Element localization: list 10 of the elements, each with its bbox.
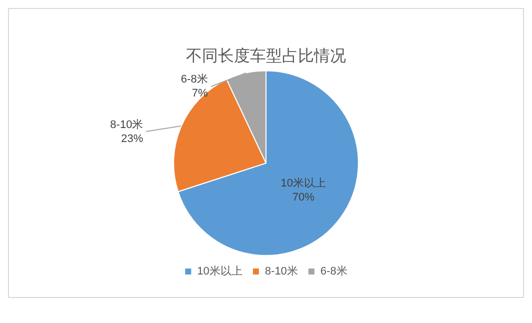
data-label: 23% bbox=[121, 132, 144, 145]
chart-title: 不同长度车型占比情况 bbox=[186, 47, 346, 66]
slice-label: 8-10米 bbox=[110, 118, 144, 131]
legend-label: 10米以上 bbox=[197, 264, 242, 278]
data-label: 70% bbox=[292, 191, 315, 204]
slice-label: 10米以上 bbox=[280, 176, 326, 190]
legend-label: 6-8米 bbox=[320, 264, 348, 278]
legend-label: 8-10米 bbox=[264, 264, 298, 278]
slice-label: 6-8米 bbox=[180, 72, 208, 86]
data-label: 7% bbox=[192, 87, 208, 100]
